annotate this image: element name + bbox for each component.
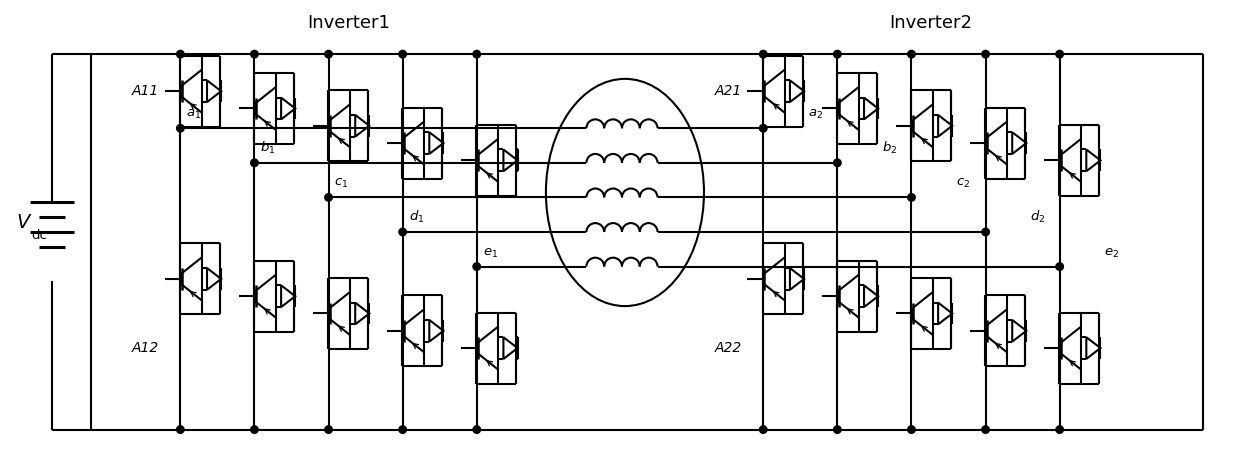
Text: $b_2$: $b_2$ [882,140,897,156]
Circle shape [1056,426,1064,433]
Circle shape [833,50,841,58]
Circle shape [176,426,184,433]
Text: $e_1$: $e_1$ [482,247,497,260]
Circle shape [1056,263,1064,270]
Circle shape [250,50,258,58]
Circle shape [1056,50,1064,58]
Text: Inverter1: Inverter1 [306,13,389,31]
Text: $d_1$: $d_1$ [408,209,424,225]
Circle shape [325,194,332,201]
Circle shape [472,426,480,433]
Circle shape [176,124,184,132]
Circle shape [176,50,184,58]
Circle shape [833,426,841,433]
Text: A22: A22 [715,341,743,355]
Circle shape [760,426,768,433]
Circle shape [908,426,915,433]
Text: $V$: $V$ [16,213,32,231]
Circle shape [250,426,258,433]
Text: A12: A12 [133,341,160,355]
Circle shape [982,50,990,58]
Text: $a_1$: $a_1$ [186,108,201,122]
Circle shape [399,426,407,433]
Circle shape [472,50,480,58]
Circle shape [399,228,407,236]
Circle shape [250,159,258,167]
Text: dc: dc [31,230,47,243]
Text: $d_2$: $d_2$ [1030,209,1045,225]
Circle shape [325,50,332,58]
Text: $a_2$: $a_2$ [807,108,823,122]
Circle shape [982,426,990,433]
Text: $e_2$: $e_2$ [1104,247,1120,260]
Circle shape [760,50,768,58]
Text: $b_1$: $b_1$ [260,140,275,156]
Text: $c_1$: $c_1$ [335,177,348,190]
Circle shape [982,228,990,236]
Circle shape [399,50,407,58]
Text: A11: A11 [133,84,160,98]
Circle shape [833,159,841,167]
Circle shape [760,124,768,132]
Circle shape [908,194,915,201]
Text: Inverter2: Inverter2 [890,13,972,31]
Circle shape [472,263,480,270]
Text: A21: A21 [715,84,743,98]
Circle shape [325,426,332,433]
Circle shape [908,50,915,58]
Text: $c_2$: $c_2$ [956,177,970,190]
